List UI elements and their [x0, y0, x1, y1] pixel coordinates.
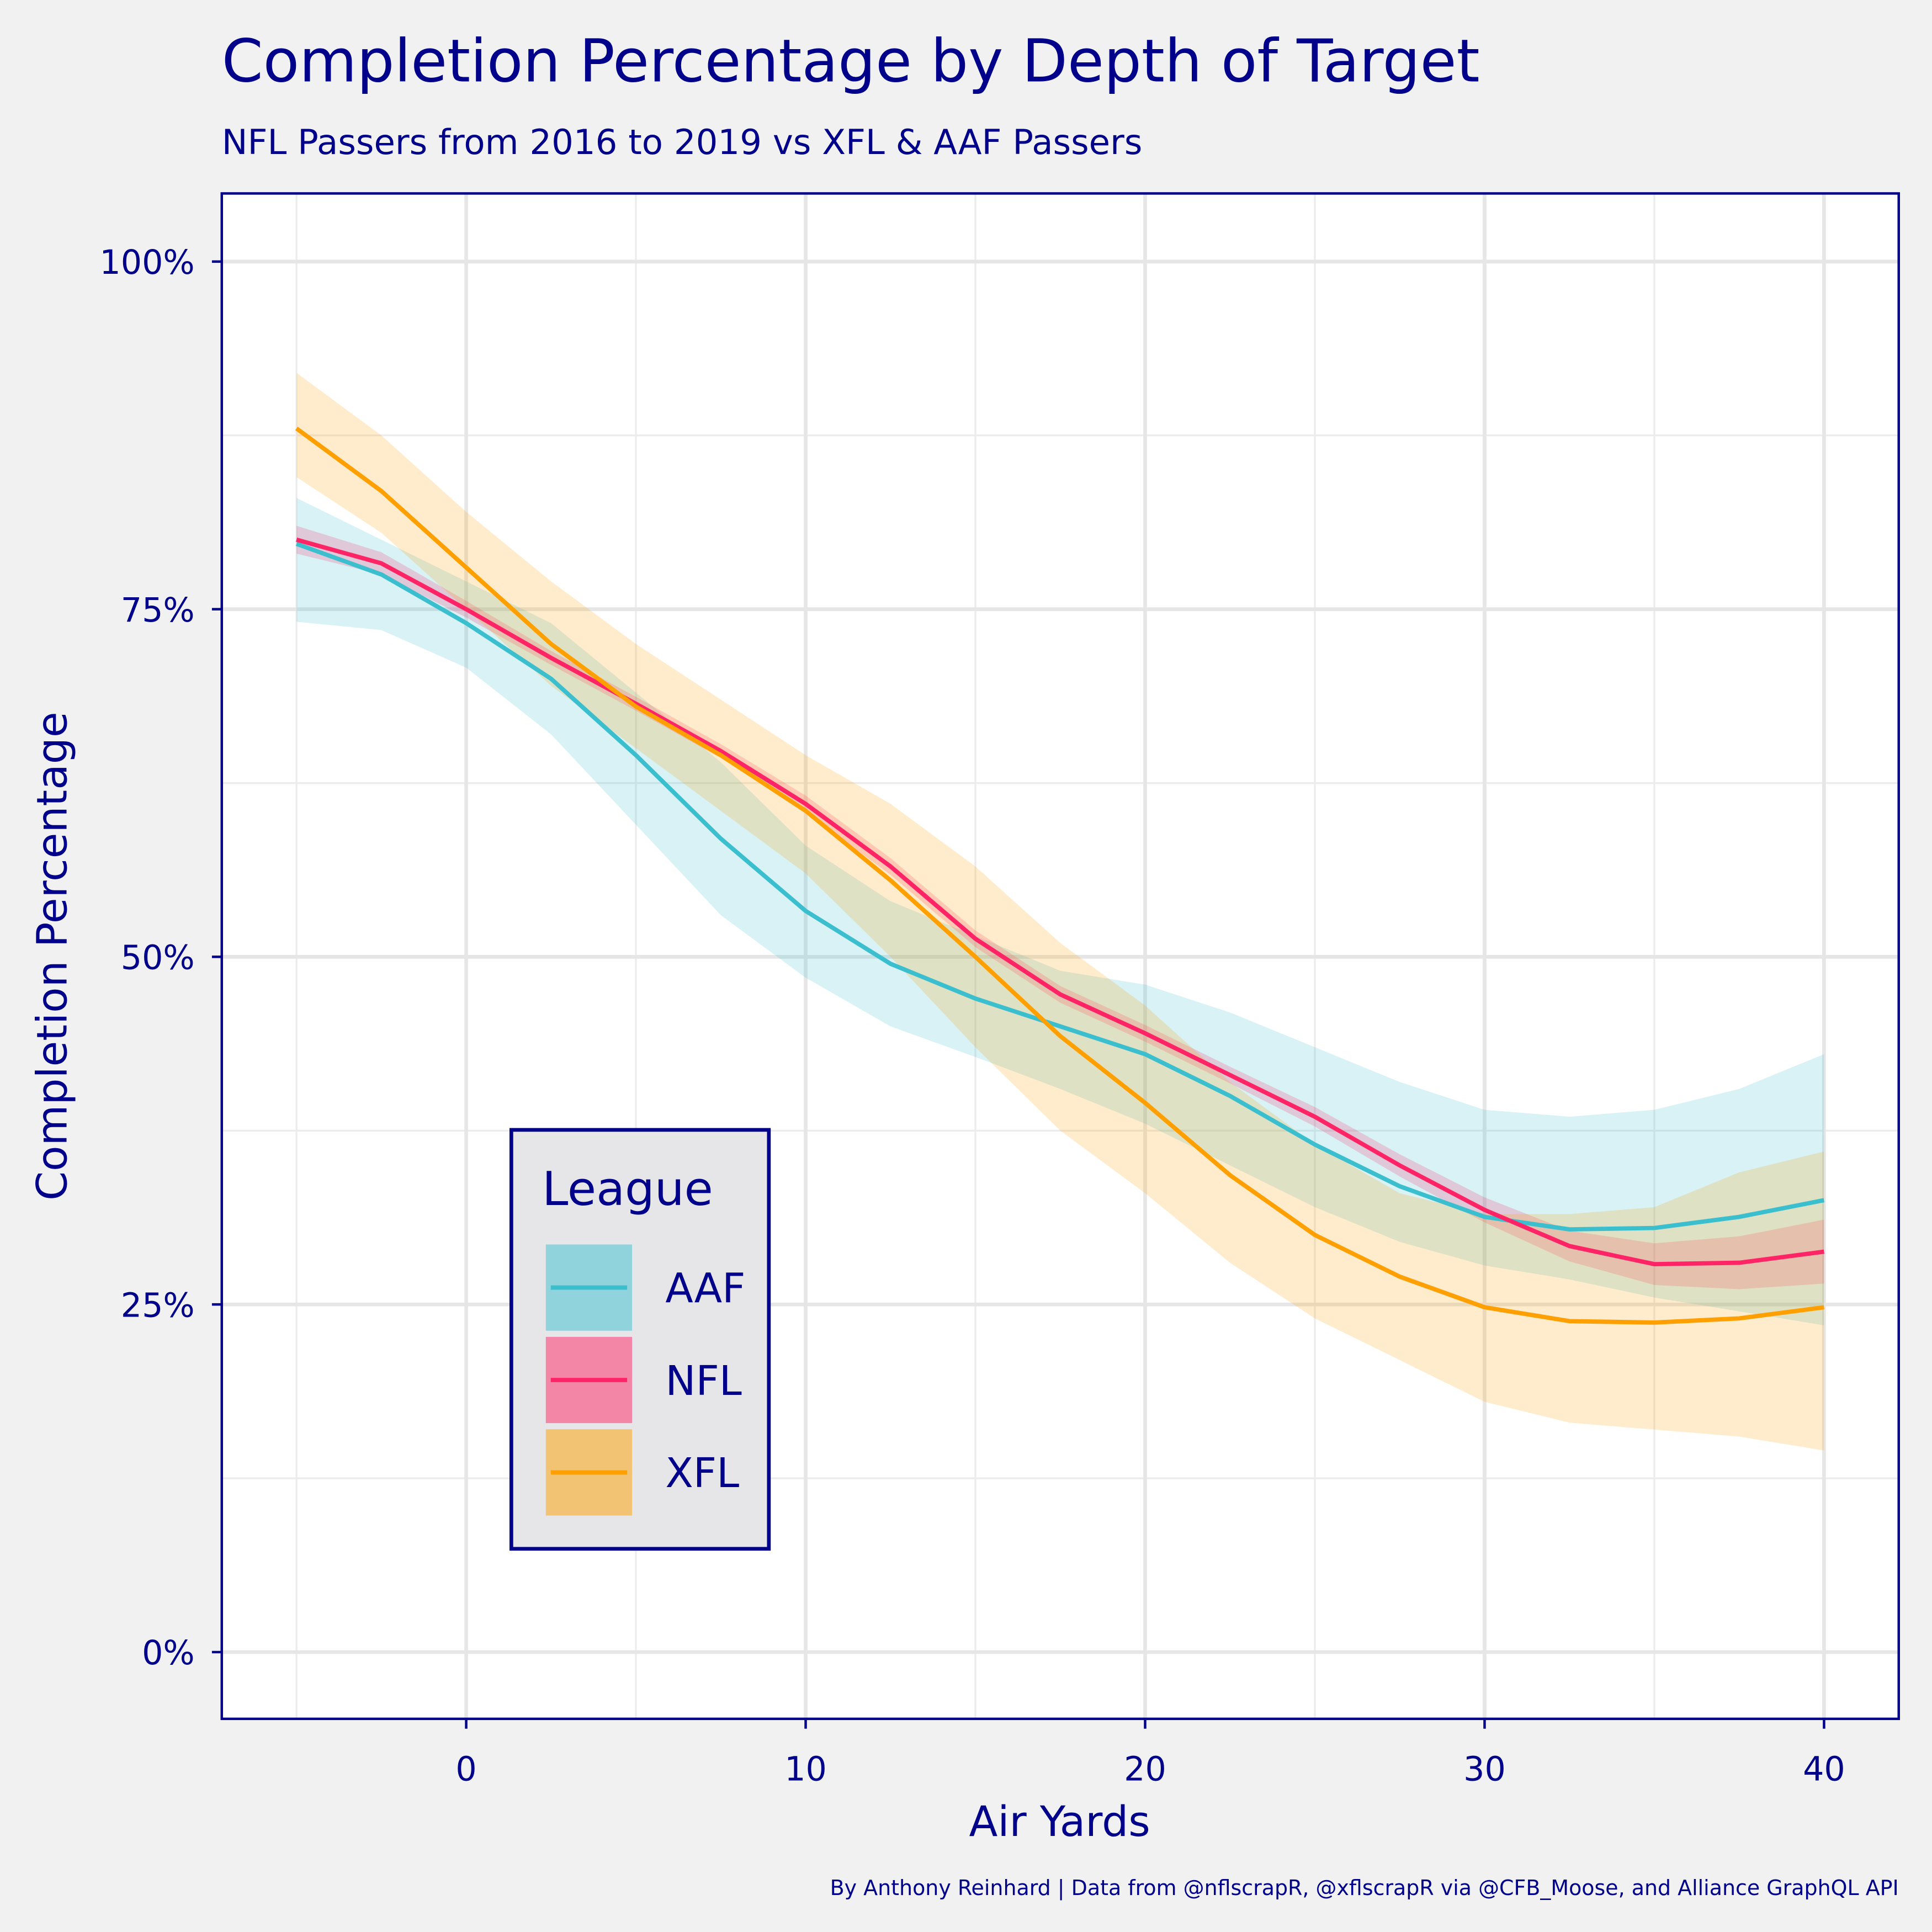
x-tick-label: 0 [455, 1750, 476, 1788]
confidence-band [296, 373, 1824, 1451]
grid [221, 193, 1899, 1719]
series-line [295, 427, 1824, 1325]
y-tick-label: 100% [99, 243, 194, 282]
y-tick-label: 25% [121, 1286, 195, 1325]
legend-label: XFL [665, 1450, 739, 1497]
y-tick-label: 0% [142, 1634, 195, 1673]
axes: 0 10 20 30 40 0% 25% 50% 75% 100% [99, 243, 1845, 1788]
legend-label: AAF [665, 1265, 745, 1312]
chart-subtitle: NFL Passers from 2016 to 2019 vs XFL & A… [222, 122, 1143, 162]
y-axis-label: Completion Percentage [28, 712, 77, 1201]
legend-label: NFL [665, 1358, 742, 1405]
x-axis-label: Air Yards [969, 1797, 1150, 1846]
x-tick-label: 30 [1463, 1750, 1506, 1788]
y-tick-label: 75% [121, 591, 195, 630]
legend: League AAF NFL XFL [509, 1128, 771, 1551]
series-line [296, 537, 1824, 1267]
lines [295, 427, 1825, 1325]
chart-title: Completion Percentage by Depth of Target [222, 27, 1480, 95]
series-line [295, 542, 1825, 1232]
x-tick-label: 40 [1803, 1750, 1845, 1788]
x-tick-label: 10 [784, 1750, 827, 1788]
caption: By Anthony Reinhard | Data from @nflscra… [830, 1876, 1899, 1901]
legend-title: League [542, 1162, 713, 1217]
y-tick-label: 50% [121, 939, 195, 978]
confidence-band [296, 498, 1824, 1325]
x-tick-label: 20 [1124, 1750, 1166, 1788]
